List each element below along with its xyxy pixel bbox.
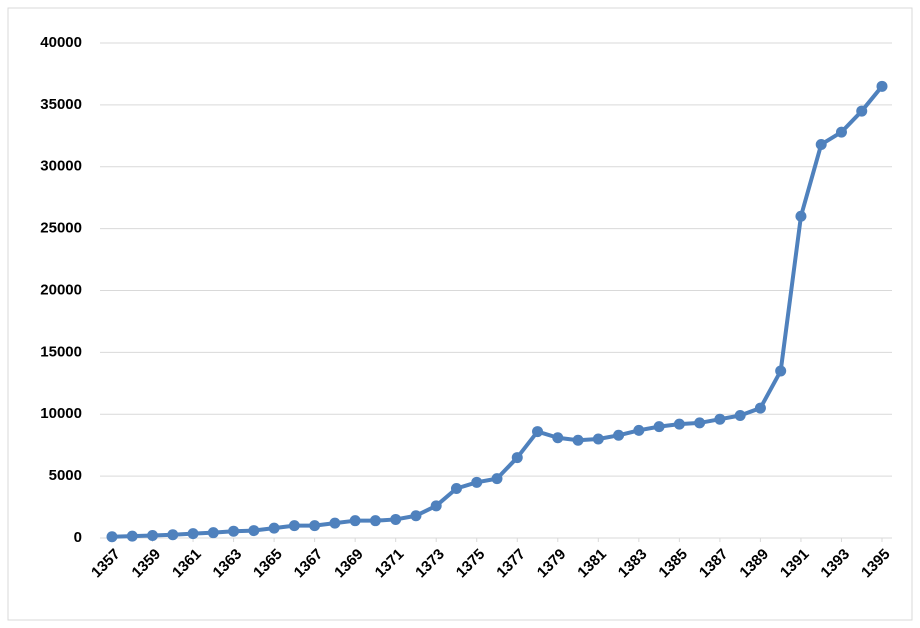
data-point [269, 523, 280, 534]
y-tick-label: 5000 [49, 467, 82, 484]
data-point [147, 530, 158, 541]
data-point [532, 426, 543, 437]
y-tick-label: 15000 [40, 343, 82, 360]
data-point [208, 527, 219, 538]
data-point [735, 410, 746, 421]
y-tick-label: 30000 [40, 158, 82, 175]
data-point [228, 526, 239, 537]
data-point [309, 520, 320, 531]
data-point [552, 432, 563, 443]
data-point [775, 365, 786, 376]
data-point [248, 525, 259, 536]
y-tick-label: 35000 [40, 96, 82, 113]
data-point [127, 531, 138, 542]
data-point [654, 421, 665, 432]
data-point [694, 417, 705, 428]
data-point [370, 515, 381, 526]
data-point [613, 430, 624, 441]
data-point [329, 518, 340, 529]
chart: 0 5000 10000 15000 20000 25000 30000 35000 40000… [0, 0, 920, 628]
chart-border [8, 8, 912, 620]
data-point [289, 520, 300, 531]
data-point [795, 211, 806, 222]
data-point [877, 81, 888, 92]
y-tick-label: 10000 [40, 405, 82, 422]
y-tick-label: 20000 [40, 281, 82, 298]
y-tick-label: 0 [74, 529, 82, 546]
y-tick-label: 40000 [40, 34, 82, 51]
data-point [107, 531, 118, 542]
data-point [816, 139, 827, 150]
data-point [512, 452, 523, 463]
data-point [674, 419, 685, 430]
data-point [492, 473, 503, 484]
data-point [836, 127, 847, 138]
data-point [573, 435, 584, 446]
data-point [451, 483, 462, 494]
data-point [188, 528, 199, 539]
y-tick-label: 25000 [40, 220, 82, 237]
data-point [471, 477, 482, 488]
data-point [410, 510, 421, 521]
page: {"chart_data": {"type": "line", "x": [13… [0, 0, 920, 628]
data-point [390, 514, 401, 525]
data-point [431, 500, 442, 511]
data-point [593, 434, 604, 445]
data-point [856, 106, 867, 117]
data-point [167, 529, 178, 540]
data-point [755, 403, 766, 414]
data-point [633, 425, 644, 436]
data-point [714, 414, 725, 425]
data-point [350, 515, 361, 526]
